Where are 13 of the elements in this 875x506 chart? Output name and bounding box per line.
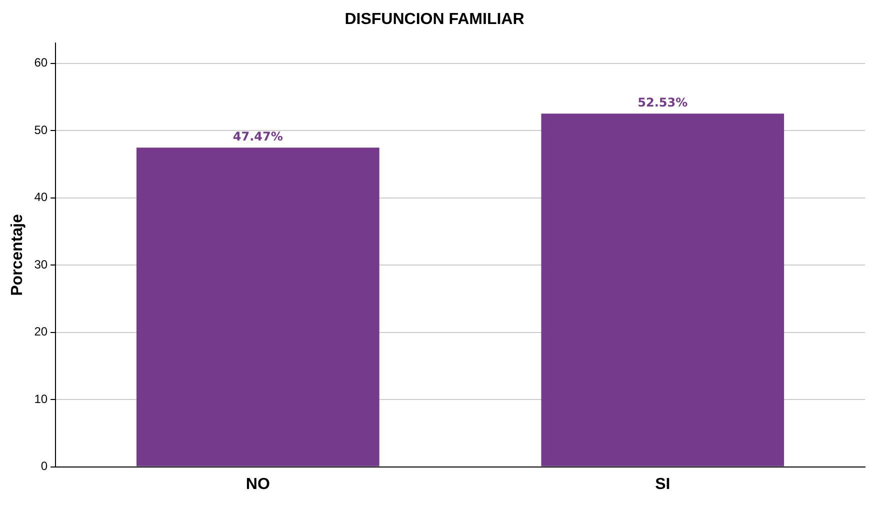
- chart-title: DISFUNCION FAMILIAR: [344, 11, 525, 28]
- y-tick-label: 50: [34, 122, 48, 137]
- y-axis-title: Porcentaje: [9, 214, 26, 296]
- x-tick-label: SI: [655, 476, 670, 493]
- y-tick-label: 20: [34, 324, 48, 339]
- data-label: 47.47%: [232, 130, 283, 144]
- y-tick-label: 40: [34, 190, 48, 204]
- y-tick-label: 0: [40, 459, 48, 474]
- x-tick-label: NO: [246, 476, 270, 493]
- y-tick-label: 30: [34, 257, 48, 272]
- data-label: 52.53%: [638, 96, 688, 110]
- y-tick-label: 60: [34, 56, 48, 70]
- y-tick-label: 10: [34, 392, 48, 406]
